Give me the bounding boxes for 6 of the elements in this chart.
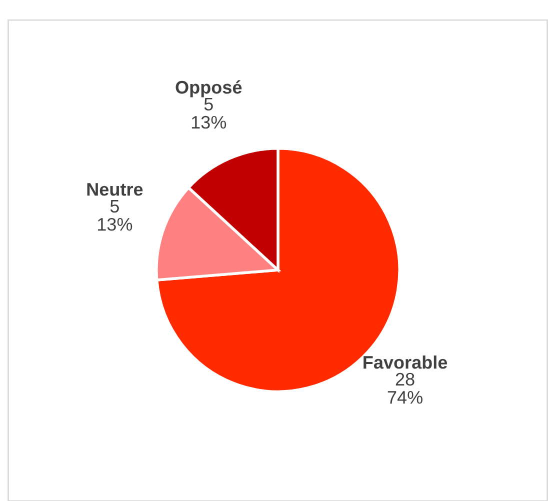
data-label: 28 74% [388,372,422,404]
data-label: 5 13% [192,98,226,129]
slice-label: Favorable [364,356,448,369]
slice-label: Neutre [87,183,143,196]
slice-label: Opposé [176,80,242,98]
data-label: 5 13% [98,200,132,231]
